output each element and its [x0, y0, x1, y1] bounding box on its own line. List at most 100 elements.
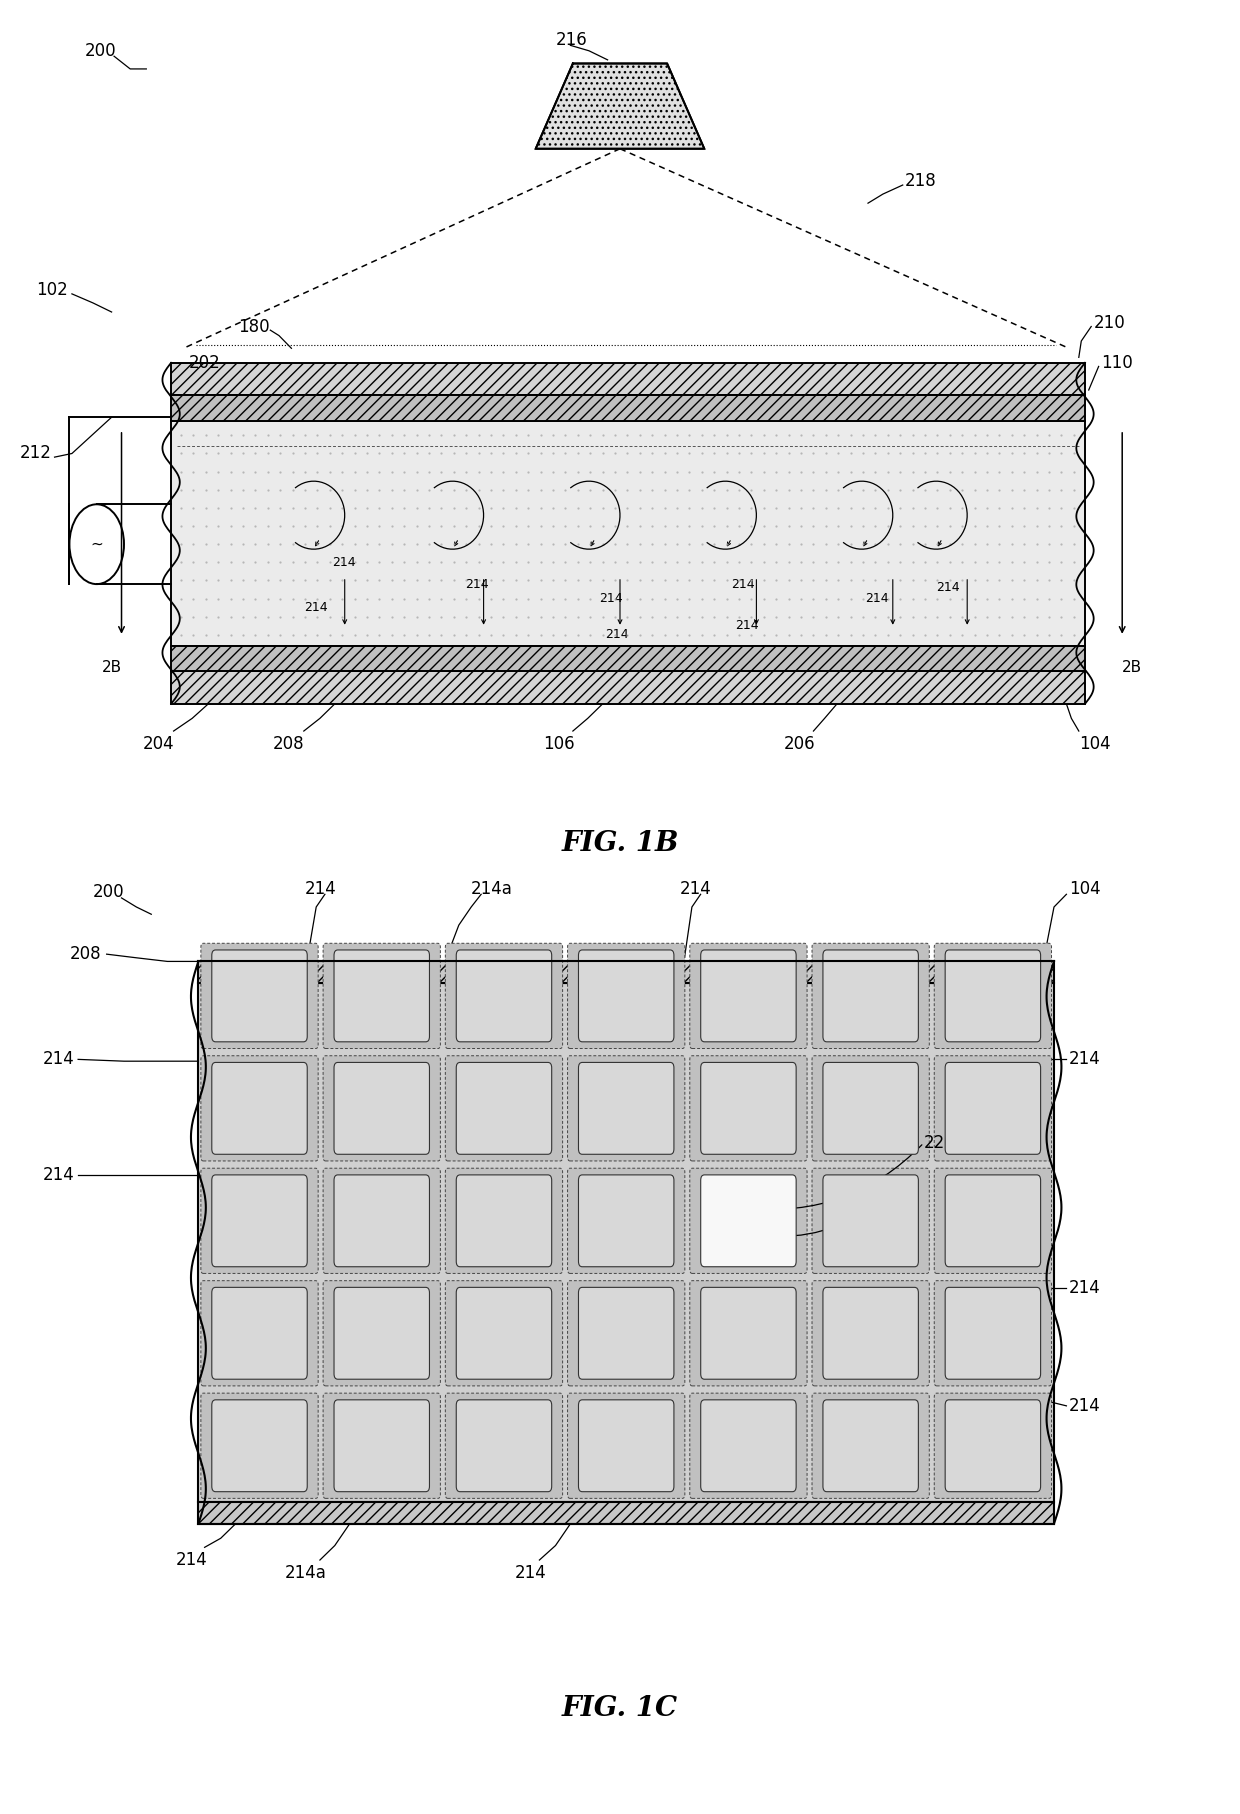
- FancyBboxPatch shape: [934, 1393, 1052, 1498]
- FancyBboxPatch shape: [568, 1281, 684, 1386]
- FancyBboxPatch shape: [324, 1281, 440, 1386]
- Text: 210: 210: [1094, 314, 1126, 332]
- Text: 214: 214: [42, 1166, 74, 1185]
- Text: 214: 214: [599, 591, 622, 606]
- Text: 216: 216: [556, 31, 588, 49]
- FancyBboxPatch shape: [201, 1168, 319, 1273]
- FancyBboxPatch shape: [334, 951, 429, 1041]
- FancyBboxPatch shape: [945, 1288, 1040, 1379]
- Text: 214: 214: [866, 591, 889, 606]
- Bar: [198, 961, 1054, 983]
- FancyBboxPatch shape: [456, 1288, 552, 1379]
- FancyBboxPatch shape: [212, 1175, 308, 1266]
- FancyBboxPatch shape: [812, 1056, 929, 1161]
- FancyBboxPatch shape: [568, 943, 684, 1048]
- Text: 2B: 2B: [1122, 660, 1142, 675]
- FancyBboxPatch shape: [934, 1281, 1052, 1386]
- FancyBboxPatch shape: [579, 951, 673, 1041]
- Text: 214a: 214a: [866, 1203, 908, 1221]
- Text: 212: 212: [20, 444, 52, 463]
- FancyBboxPatch shape: [701, 951, 796, 1041]
- Bar: [171, 421, 1085, 646]
- Text: 214a: 214a: [471, 880, 513, 898]
- FancyBboxPatch shape: [334, 1175, 429, 1266]
- FancyBboxPatch shape: [945, 951, 1040, 1041]
- Text: 104: 104: [1079, 735, 1111, 753]
- Text: 214: 214: [1069, 1279, 1101, 1297]
- Polygon shape: [536, 63, 704, 149]
- FancyBboxPatch shape: [945, 1063, 1040, 1154]
- FancyBboxPatch shape: [201, 943, 319, 1048]
- Text: 180: 180: [238, 317, 270, 336]
- FancyBboxPatch shape: [201, 1281, 319, 1386]
- Text: 104: 104: [1069, 880, 1101, 898]
- Text: 214: 214: [305, 880, 337, 898]
- FancyBboxPatch shape: [568, 1393, 684, 1498]
- FancyBboxPatch shape: [823, 951, 919, 1041]
- Text: 214: 214: [465, 577, 489, 591]
- FancyBboxPatch shape: [812, 943, 929, 1048]
- FancyBboxPatch shape: [212, 1400, 308, 1491]
- FancyBboxPatch shape: [934, 1056, 1052, 1161]
- FancyBboxPatch shape: [934, 943, 1052, 1048]
- FancyBboxPatch shape: [445, 1168, 563, 1273]
- FancyBboxPatch shape: [445, 943, 563, 1048]
- Text: 214: 214: [515, 1564, 547, 1582]
- Bar: [198, 1502, 1054, 1524]
- Text: 214a: 214a: [285, 1564, 327, 1582]
- Polygon shape: [536, 63, 704, 149]
- Text: 214: 214: [1069, 1050, 1101, 1068]
- Text: 202: 202: [188, 354, 221, 372]
- FancyBboxPatch shape: [579, 1175, 673, 1266]
- Bar: [171, 671, 1085, 704]
- FancyBboxPatch shape: [689, 1168, 807, 1273]
- FancyBboxPatch shape: [823, 1063, 919, 1154]
- Text: 110: 110: [1101, 354, 1133, 372]
- FancyBboxPatch shape: [934, 1168, 1052, 1273]
- Text: 208: 208: [273, 735, 305, 753]
- FancyBboxPatch shape: [689, 1393, 807, 1498]
- FancyBboxPatch shape: [812, 1281, 929, 1386]
- FancyBboxPatch shape: [689, 943, 807, 1048]
- Bar: [198, 983, 1054, 1502]
- Text: 220: 220: [924, 1134, 956, 1152]
- FancyBboxPatch shape: [568, 1056, 684, 1161]
- FancyBboxPatch shape: [324, 1168, 440, 1273]
- FancyBboxPatch shape: [945, 1400, 1040, 1491]
- FancyBboxPatch shape: [212, 1288, 308, 1379]
- FancyBboxPatch shape: [456, 951, 552, 1041]
- Text: FIG. 1B: FIG. 1B: [562, 831, 678, 856]
- FancyBboxPatch shape: [212, 951, 308, 1041]
- FancyBboxPatch shape: [701, 1400, 796, 1491]
- Text: 214: 214: [732, 577, 755, 591]
- Text: 214: 214: [304, 600, 327, 615]
- Text: FIG. 1C: FIG. 1C: [562, 1696, 678, 1721]
- FancyBboxPatch shape: [456, 1400, 552, 1491]
- FancyBboxPatch shape: [324, 943, 440, 1048]
- FancyBboxPatch shape: [579, 1288, 673, 1379]
- FancyBboxPatch shape: [201, 1393, 319, 1498]
- FancyBboxPatch shape: [701, 1063, 796, 1154]
- FancyBboxPatch shape: [334, 1063, 429, 1154]
- Text: 214: 214: [605, 628, 629, 642]
- FancyBboxPatch shape: [812, 1393, 929, 1498]
- FancyBboxPatch shape: [201, 1056, 319, 1161]
- Text: 200: 200: [84, 42, 117, 60]
- Text: 214: 214: [176, 1551, 208, 1569]
- FancyBboxPatch shape: [334, 1400, 429, 1491]
- Text: 214: 214: [680, 880, 712, 898]
- Text: 214: 214: [42, 1050, 74, 1068]
- Text: ~: ~: [91, 537, 103, 551]
- Text: 206: 206: [784, 735, 816, 753]
- Bar: [171, 646, 1085, 671]
- FancyBboxPatch shape: [823, 1175, 919, 1266]
- FancyBboxPatch shape: [689, 1056, 807, 1161]
- Bar: [171, 363, 1085, 395]
- FancyBboxPatch shape: [324, 1056, 440, 1161]
- FancyBboxPatch shape: [334, 1288, 429, 1379]
- Text: 214: 214: [1069, 1397, 1101, 1415]
- Text: 208: 208: [69, 945, 102, 963]
- FancyBboxPatch shape: [324, 1393, 440, 1498]
- FancyBboxPatch shape: [445, 1056, 563, 1161]
- Text: 200: 200: [93, 883, 125, 902]
